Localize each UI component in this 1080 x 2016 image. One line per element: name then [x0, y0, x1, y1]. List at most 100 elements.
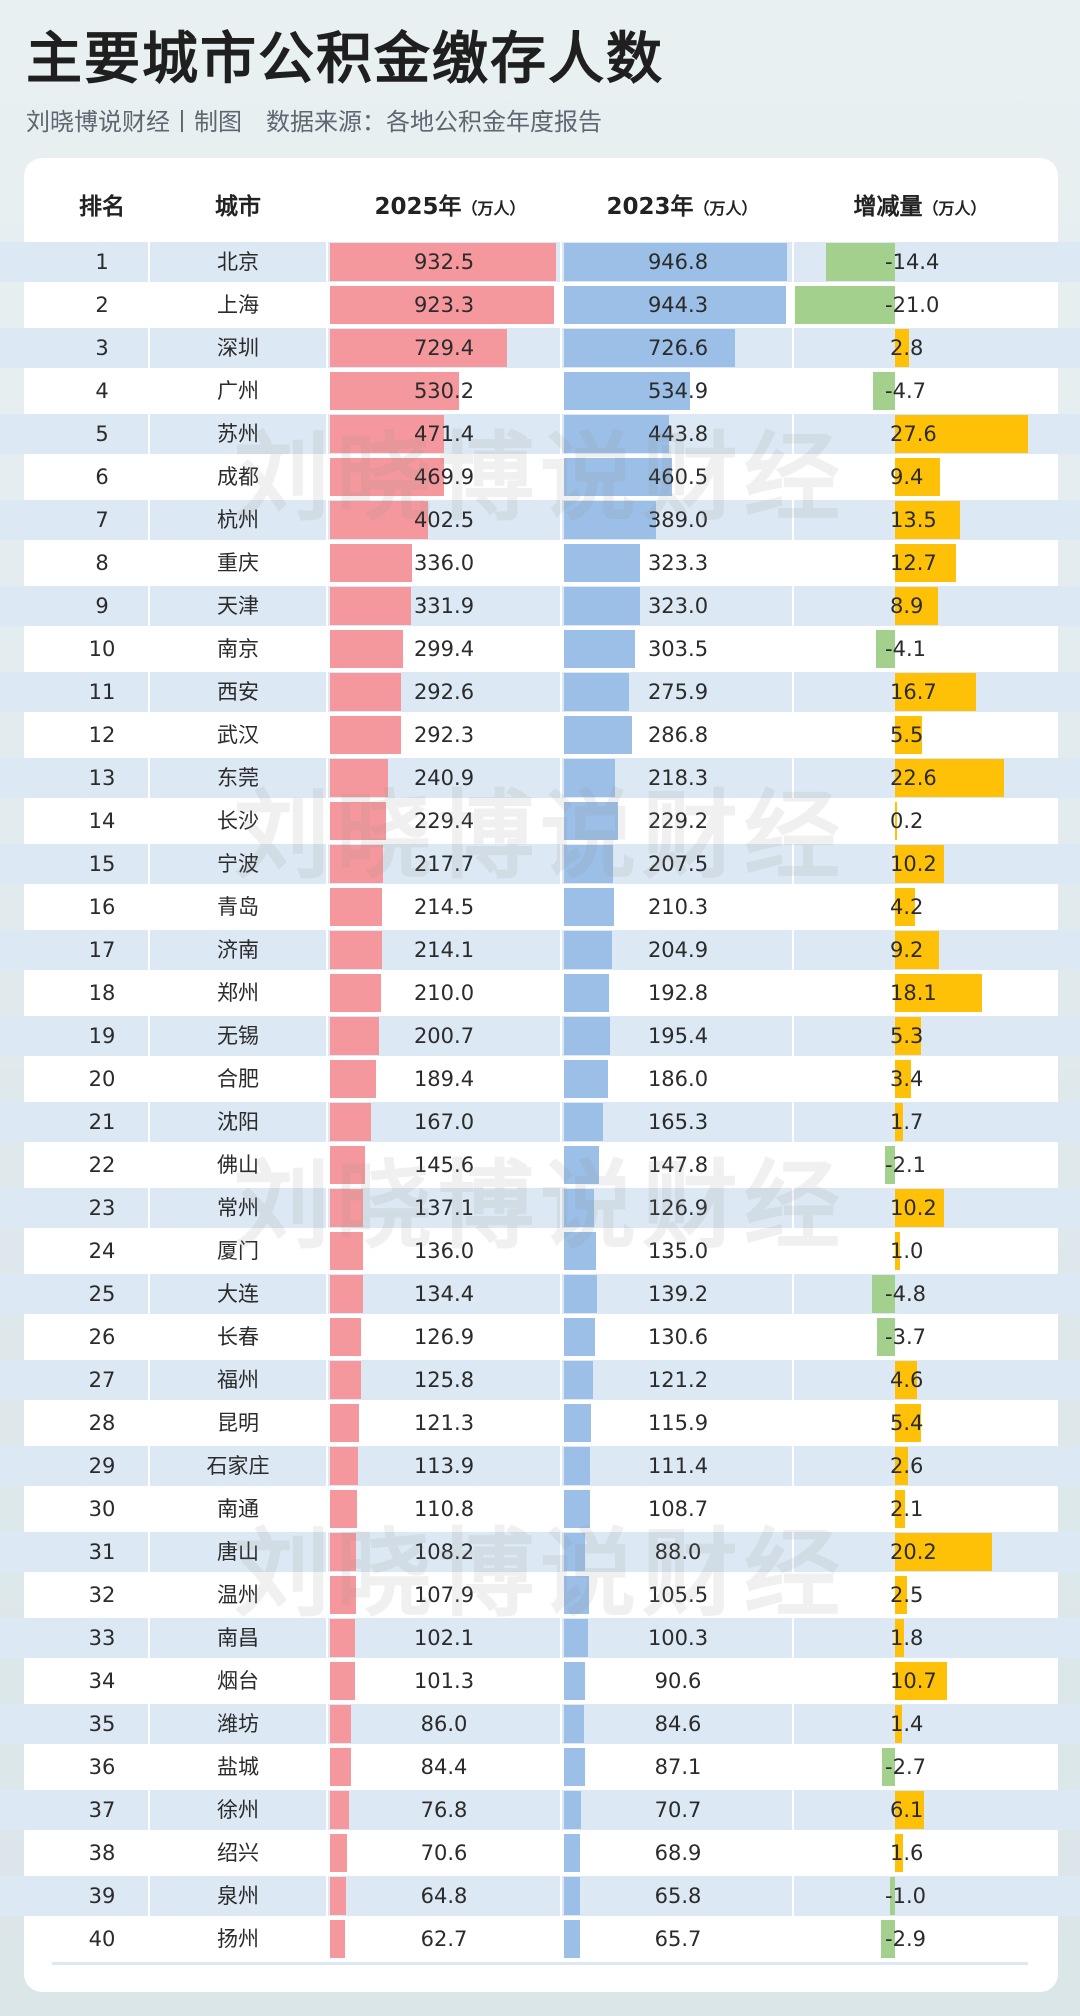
bar-change-increase: [895, 974, 983, 1012]
value-2023: 121.2: [647, 1368, 709, 1392]
bar-2025: [330, 716, 401, 754]
bar-change-increase: [895, 1490, 906, 1528]
value-2023: 147.8: [647, 1153, 709, 1177]
row-background: [52, 500, 1028, 540]
row-background: [52, 930, 1028, 970]
city-cell: 西安: [217, 680, 259, 704]
bar-change-decrease: [872, 1275, 895, 1313]
table-row: 21 沈阳 167.0 165.3 1.7: [0, 1102, 1080, 1142]
bar-2025: [330, 243, 557, 281]
value-2025: 217.7: [413, 852, 475, 876]
table-row: 35 潍坊 86.0 84.6 1.4: [0, 1704, 1080, 1744]
bar-2025: [330, 1705, 351, 1743]
bar-2023: [564, 1232, 596, 1270]
rank-cell: 37: [88, 1798, 116, 1822]
value-2023: 275.9: [647, 680, 709, 704]
value-2025: 76.8: [420, 1798, 468, 1822]
bar-2025: [330, 1490, 357, 1528]
bar-2025: [330, 1576, 357, 1614]
header-change: 增减量（万人）: [800, 192, 1040, 222]
table-row: 15 宁波 217.7 207.5 10.2: [0, 844, 1080, 884]
bar-2023: [564, 1533, 585, 1571]
value-2025: 113.9: [413, 1454, 475, 1478]
header-city: 城市: [215, 194, 261, 220]
bar-change-increase: [895, 759, 1004, 797]
bar-2023: [564, 673, 629, 711]
bar-change-increase: [895, 1017, 921, 1055]
value-2025: 214.5: [413, 895, 475, 919]
value-2023: 108.7: [647, 1497, 709, 1521]
rank-cell: 31: [88, 1540, 116, 1564]
city-cell: 常州: [217, 1196, 259, 1220]
value-2023: 84.6: [654, 1712, 702, 1736]
value-change: -3.7: [885, 1325, 926, 1349]
value-2025: 101.3: [413, 1669, 475, 1693]
bar-2023: [564, 243, 787, 281]
bar-2025: [330, 1146, 366, 1184]
city-cell: 深圳: [217, 336, 259, 360]
value-change: 10.2: [890, 852, 937, 876]
row-background: [52, 758, 1028, 798]
table-row: 11 西安 292.6 275.9 16.7: [0, 672, 1080, 712]
bar-2023: [564, 759, 616, 797]
column-divider: [792, 242, 794, 1962]
city-cell: 南京: [217, 637, 259, 661]
bar-2023: [564, 1791, 581, 1829]
bar-2023: [564, 1060, 608, 1098]
value-2023: 389.0: [647, 508, 709, 532]
table-bottom-line: [52, 1962, 1028, 1965]
city-cell: 大连: [217, 1282, 259, 1306]
city-cell: 杭州: [217, 508, 259, 532]
rank-cell: 6: [95, 465, 109, 489]
bar-change-decrease: [795, 286, 895, 324]
bar-change-increase: [895, 1447, 908, 1485]
value-change: 20.2: [890, 1540, 937, 1564]
value-2023: 726.6: [647, 336, 709, 360]
city-cell: 重庆: [217, 551, 259, 575]
bar-2023: [564, 1748, 585, 1786]
rank-cell: 34: [88, 1669, 116, 1693]
value-2023: 68.9: [654, 1841, 702, 1865]
rank-cell: 26: [88, 1325, 116, 1349]
value-change: 5.5: [890, 723, 924, 747]
value-2023: 100.3: [647, 1626, 709, 1650]
city-cell: 沈阳: [217, 1110, 259, 1134]
city-cell: 盐城: [217, 1755, 259, 1779]
value-change: 9.2: [890, 938, 924, 962]
table-row: 27 福州 125.8 121.2 4.6: [0, 1360, 1080, 1400]
value-2025: 214.1: [413, 938, 475, 962]
table-card: [24, 158, 1058, 1992]
bar-2025: [330, 1619, 355, 1657]
value-2023: 207.5: [647, 852, 709, 876]
bar-2025: [330, 630, 403, 668]
table-row: 38 绍兴 70.6 68.9 1.6: [0, 1833, 1080, 1873]
city-cell: 合肥: [217, 1067, 259, 1091]
value-2023: 443.8: [647, 422, 709, 446]
bar-2023: [564, 458, 673, 496]
table-row: 1 北京 932.5 946.8 -14.4: [0, 242, 1080, 282]
value-change: 1.0: [890, 1239, 924, 1263]
table-row: 34 烟台 101.3 90.6 10.7: [0, 1661, 1080, 1701]
rank-cell: 4: [95, 379, 109, 403]
value-change: 4.6: [890, 1368, 924, 1392]
rank-cell: 28: [88, 1411, 116, 1435]
value-change: 1.6: [890, 1841, 924, 1865]
bar-change-increase: [895, 1576, 907, 1614]
rank-cell: 35: [88, 1712, 116, 1736]
bar-2025: [330, 1920, 346, 1958]
bar-2025: [330, 1662, 355, 1700]
table-row: 39 泉州 64.8 65.8 -1.0: [0, 1876, 1080, 1916]
header-2025: 2025年（万人）: [330, 192, 570, 222]
bar-2025: [330, 415, 445, 453]
value-2023: 105.5: [647, 1583, 709, 1607]
value-2023: 111.4: [647, 1454, 709, 1478]
rank-cell: 39: [88, 1884, 116, 1908]
value-2023: 944.3: [647, 293, 709, 317]
city-cell: 苏州: [217, 422, 259, 446]
table-row: 26 长春 126.9 130.6 -3.7: [0, 1317, 1080, 1357]
table-row: 9 天津 331.9 323.0 8.9: [0, 586, 1080, 626]
rank-cell: 38: [88, 1841, 116, 1865]
row-background: [52, 1188, 1028, 1228]
value-2023: 195.4: [647, 1024, 709, 1048]
bar-change-increase: [895, 1533, 993, 1571]
